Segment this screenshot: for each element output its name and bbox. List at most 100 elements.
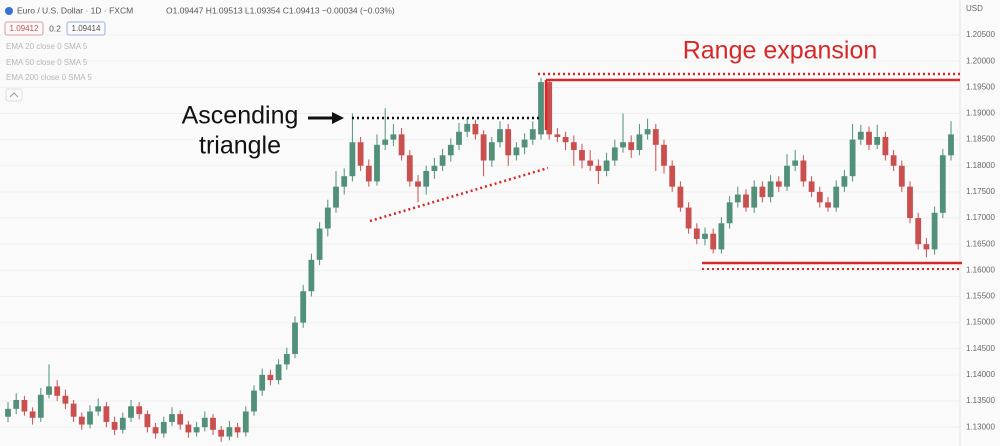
candle-body — [538, 82, 544, 135]
candle-body — [144, 414, 151, 428]
candle-body — [488, 142, 495, 161]
candle-body — [620, 142, 626, 148]
candle-body — [300, 291, 307, 323]
candle-body — [13, 399, 20, 409]
y-tick-label: 1.14000 — [966, 370, 995, 379]
candle-body — [439, 155, 446, 166]
candle-body — [357, 142, 364, 166]
spread: 0.2 — [49, 23, 61, 33]
candle-body — [29, 411, 36, 418]
grid — [0, 34, 960, 428]
candle-body — [365, 165, 372, 182]
candle-body — [292, 322, 298, 354]
candle-body — [382, 139, 389, 145]
candle-body — [546, 82, 553, 135]
y-tick-label: 1.18500 — [966, 135, 995, 144]
candle-body — [857, 131, 864, 140]
candle-body — [570, 142, 577, 151]
candle-body — [931, 212, 938, 250]
candle-body — [324, 207, 331, 229]
sell-box[interactable] — [4, 21, 44, 36]
collapse-button[interactable] — [5, 88, 23, 102]
candle-body — [480, 134, 487, 161]
candle-body — [283, 353, 290, 365]
candle-body — [160, 421, 167, 434]
annotation: triangle — [199, 132, 281, 160]
candle-body — [661, 144, 667, 166]
candle-body — [119, 417, 126, 430]
indicator[interactable]: EMA 50 close 0 SMA 5 — [6, 58, 88, 67]
candle-body — [267, 374, 274, 381]
y-tick-label: 1.13000 — [966, 422, 995, 431]
candle-body — [333, 186, 339, 208]
y-tick-label: 1.14500 — [966, 344, 995, 353]
y-tick-label: 1.20500 — [966, 30, 995, 39]
candle-body — [882, 136, 889, 156]
symbol: Euro / U.S. Dollar · 1D · FXCM — [17, 5, 133, 15]
candle-body — [792, 160, 799, 166]
candle-body — [890, 155, 897, 166]
y-tick-label: 1.13500 — [966, 396, 995, 405]
candle-body — [948, 134, 954, 156]
candle-body — [702, 233, 708, 239]
candle-body — [554, 134, 561, 137]
candle-body — [431, 165, 438, 171]
candle-body — [185, 424, 192, 433]
candle-body — [628, 142, 635, 151]
candle-body — [915, 218, 922, 245]
candle-body — [210, 417, 216, 430]
candle-body — [472, 123, 479, 135]
sell-price[interactable]: 1.09412 — [10, 24, 39, 33]
candle-body — [341, 176, 348, 187]
y-tick-label: 1.19500 — [966, 82, 995, 91]
candle-body — [710, 233, 717, 250]
candle-body — [456, 131, 462, 145]
candle-body — [218, 429, 225, 437]
ohlc-readout: O1.09447 H1.09513 L1.09354 C1.09413 −0.0… — [166, 5, 395, 15]
support-line — [369, 166, 549, 223]
candles — [5, 77, 954, 442]
candle-body — [734, 194, 741, 203]
buy-price[interactable]: 1.09414 — [72, 24, 101, 33]
candle-body — [5, 408, 11, 417]
candle-body — [841, 176, 848, 187]
candle-body — [611, 147, 618, 161]
candle-body — [201, 417, 208, 428]
indicator[interactable]: EMA 200 close 0 SMA 5 — [6, 73, 92, 82]
candle-body — [693, 228, 700, 239]
candle-body — [939, 155, 946, 213]
candle-body — [62, 395, 69, 404]
candle-body — [595, 165, 602, 171]
candle-body — [898, 165, 905, 187]
candle-body — [111, 421, 118, 430]
indicator[interactable]: EMA 20 close 0 SMA 5 — [6, 42, 88, 51]
candle-body — [644, 129, 651, 135]
candle-body — [447, 144, 454, 156]
candle-body — [415, 181, 421, 187]
candle-body — [136, 406, 143, 415]
candle-body — [907, 186, 913, 219]
candle-body — [70, 403, 77, 417]
y-tick-label: 1.15000 — [966, 318, 995, 327]
candle-body — [505, 129, 512, 156]
candle-body — [390, 134, 397, 140]
y-tick-label: 1.16500 — [966, 239, 995, 248]
candle-body — [767, 181, 774, 198]
annotation: Ascending — [182, 102, 299, 130]
y-tick-label: 1.17000 — [966, 213, 995, 222]
candle-body — [521, 139, 528, 148]
candle-body — [759, 186, 766, 198]
candle-body — [652, 129, 659, 145]
candle-body — [349, 142, 356, 177]
candle-body — [636, 134, 643, 151]
buy-box[interactable] — [66, 21, 106, 36]
candle-body — [226, 427, 233, 437]
candle-body — [775, 181, 782, 187]
candle-body — [751, 186, 758, 208]
candle-body — [866, 131, 872, 145]
collapse-icon — [9, 92, 19, 98]
candle-body — [177, 414, 184, 425]
candle-body — [874, 136, 881, 145]
